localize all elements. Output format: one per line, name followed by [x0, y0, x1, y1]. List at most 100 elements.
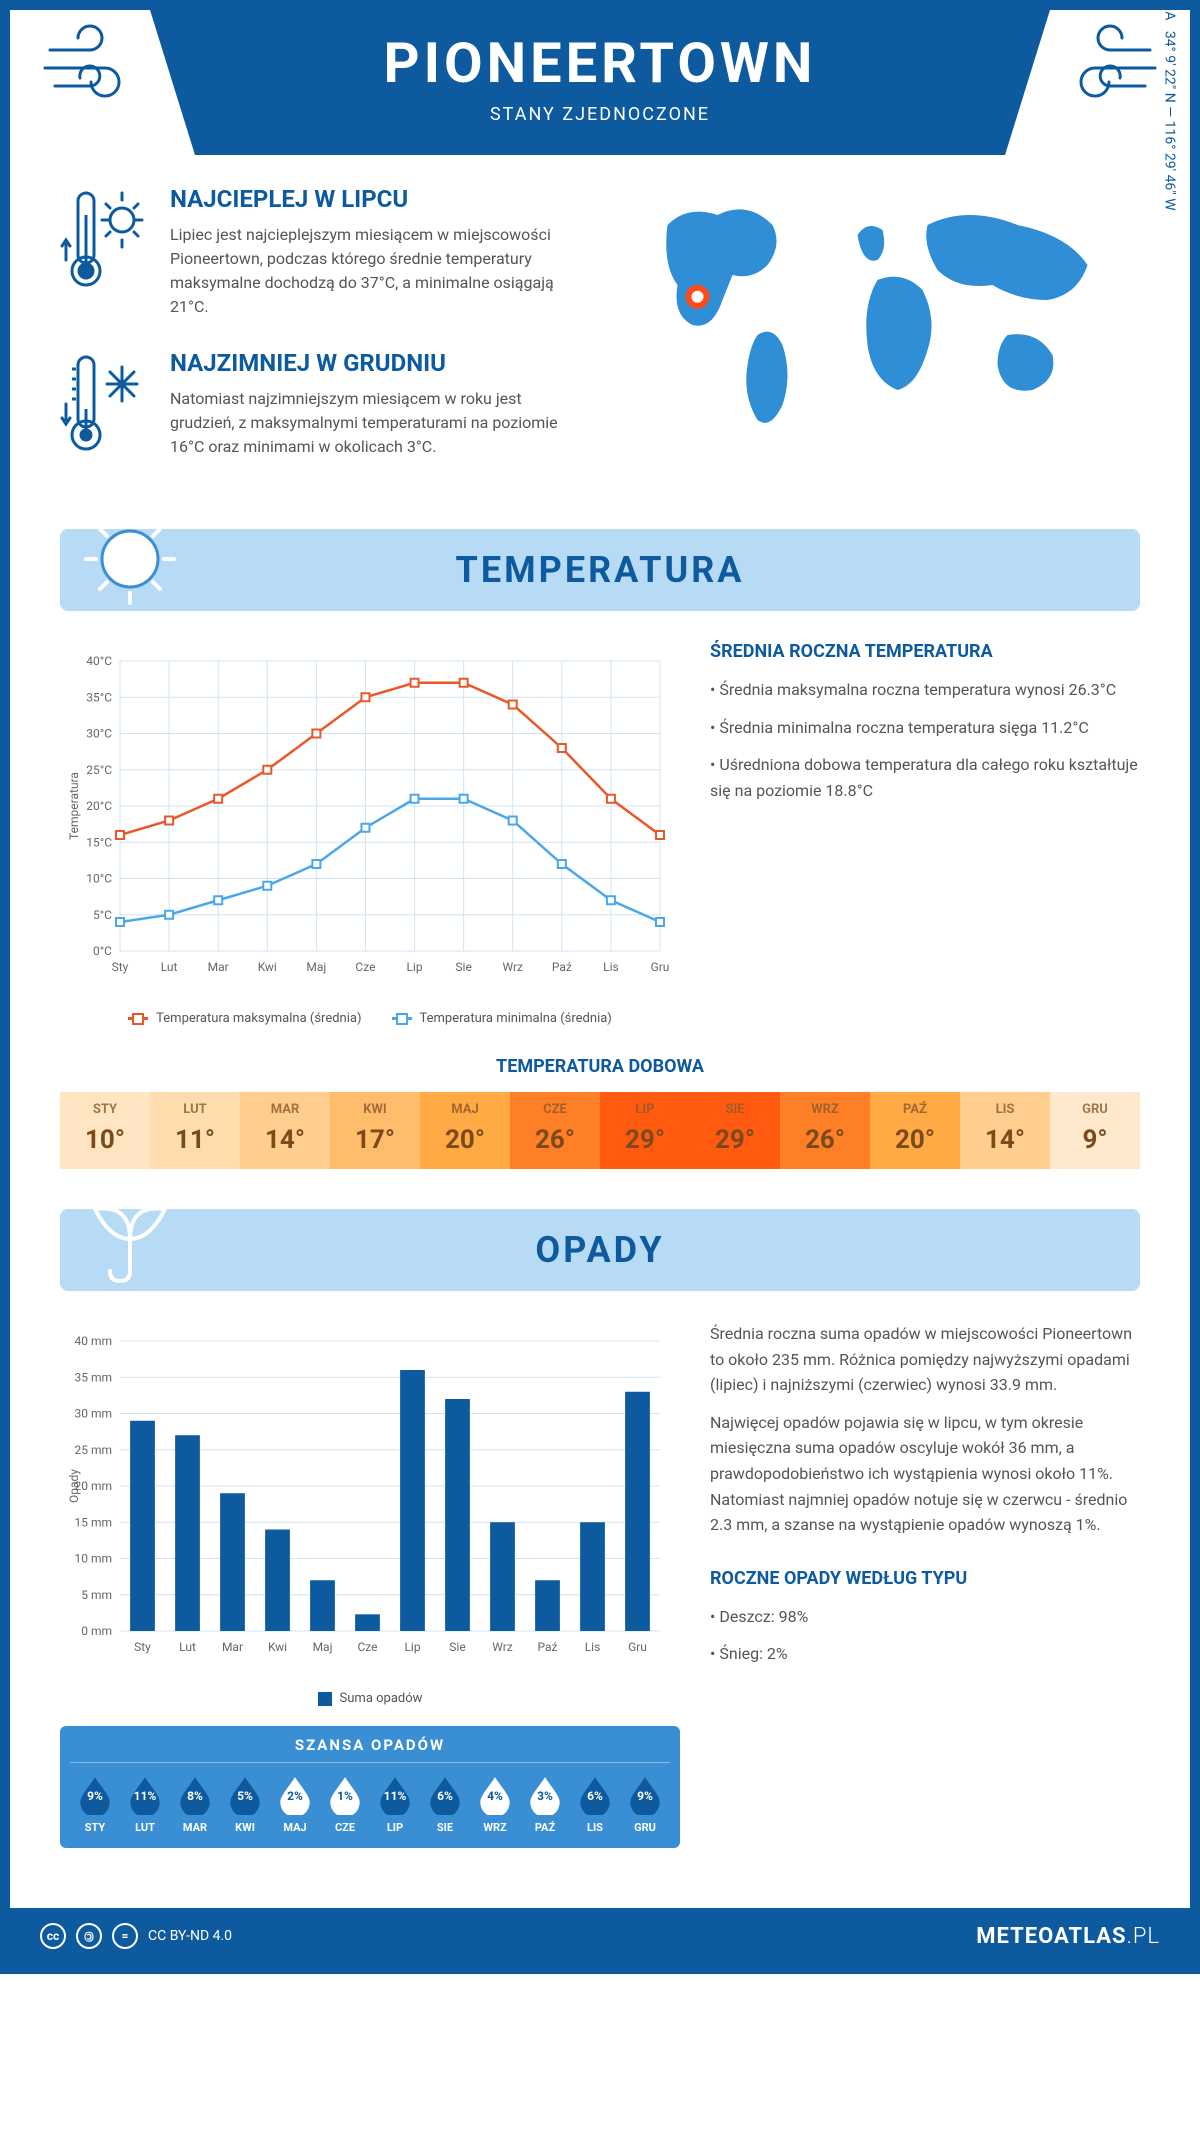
averages-title: ŚREDNIA ROCZNA TEMPERATURA — [710, 641, 1140, 662]
coldest-text: Natomiast najzimniejszym miesiącem w rok… — [170, 387, 585, 459]
svg-text:Cze: Cze — [357, 1640, 377, 1654]
svg-text:Maj: Maj — [306, 960, 326, 974]
precipitation-banner: OPADY — [60, 1209, 1140, 1291]
coldest-title: NAJZIMNIEJ W GRUDNIU — [170, 349, 585, 377]
svg-text:Sty: Sty — [112, 960, 129, 974]
coordinates-label: KALIFORNIA 34° 9' 22" N — 116° 29' 46" W — [1162, 0, 1178, 211]
rain-legend-label: Suma opadów — [340, 1691, 423, 1706]
warmest-fact: NAJCIEPLEJ W LIPCU Lipiec jest najcieple… — [60, 185, 585, 319]
svg-text:Wrz: Wrz — [492, 1640, 513, 1654]
svg-text:Lut: Lut — [161, 960, 178, 974]
thermometer-sun-icon — [60, 185, 150, 319]
svg-text:Cze: Cze — [355, 960, 375, 974]
legend-item: Temperatura minimalna (średnia) — [392, 1011, 612, 1026]
svg-text:Lip: Lip — [404, 1640, 420, 1654]
precipitation-title: OPADY — [80, 1229, 1120, 1271]
precipitation-text: Średnia roczna suma opadów w miejscowośc… — [710, 1321, 1140, 1848]
temp-cell: GRU9° — [1050, 1092, 1140, 1169]
thermometer-snow-icon — [60, 349, 150, 459]
temp-cell: CZE26° — [510, 1092, 600, 1169]
temp-cell: MAJ20° — [420, 1092, 510, 1169]
temp-cell: LIS14° — [960, 1092, 1050, 1169]
by-icon: 🄯 — [76, 1923, 102, 1949]
svg-text:Lip: Lip — [406, 960, 422, 974]
precip-type-item: • Śnieg: 2% — [710, 1641, 1140, 1667]
footer: cc 🄯 = CC BY-ND 4.0 METEOATLAS.PL — [10, 1908, 1190, 1964]
svg-text:Gru: Gru — [651, 960, 670, 974]
svg-text:Lut: Lut — [179, 1640, 196, 1654]
temp-cell: LIP29° — [600, 1092, 690, 1169]
temperature-averages: ŚREDNIA ROCZNA TEMPERATURA • Średnia mak… — [710, 641, 1140, 1026]
rain-chance-panel: SZANSA OPADÓW 9%STY11%LUT8%MAR5%KWI2%MAJ… — [60, 1726, 680, 1848]
svg-text:Sie: Sie — [455, 960, 471, 974]
svg-text:Kwi: Kwi — [258, 960, 277, 974]
svg-text:40°C: 40°C — [86, 654, 112, 668]
svg-text:5°C: 5°C — [93, 908, 112, 922]
rain-chance-cell: 9%GRU — [620, 1773, 670, 1834]
rain-chance-cell: 11%LUT — [120, 1773, 170, 1834]
svg-text:10 mm: 10 mm — [74, 1552, 112, 1566]
rain-chance-cell: 8%MAR — [170, 1773, 220, 1834]
svg-text:Gru: Gru — [628, 1640, 647, 1654]
nd-icon: = — [112, 1923, 138, 1949]
coldest-fact: NAJZIMNIEJ W GRUDNIU Natomiast najzimnie… — [60, 349, 585, 459]
temperature-banner: TEMPERATURA — [60, 529, 1140, 611]
svg-text:Wrz: Wrz — [502, 960, 523, 974]
rain-chance-cell: 3%PAŹ — [520, 1773, 570, 1834]
svg-text:5 mm: 5 mm — [81, 1588, 112, 1602]
wind-icon-left — [40, 20, 150, 110]
warmest-text: Lipiec jest najcieplejszym miesiącem w m… — [170, 223, 585, 319]
svg-text:0°C: 0°C — [93, 944, 112, 958]
world-map — [615, 185, 1140, 445]
svg-text:Sie: Sie — [449, 1640, 465, 1654]
site-brand: METEOATLAS.PL — [976, 1924, 1160, 1949]
header-row: PIONEERTOWN STANY ZJEDNOCZONE — [10, 10, 1190, 155]
wind-icon-right — [1050, 20, 1160, 110]
svg-text:30°C: 30°C — [86, 727, 112, 741]
title-banner: PIONEERTOWN STANY ZJEDNOCZONE — [150, 10, 1050, 155]
rain-chance-cell: 1%CZE — [320, 1773, 370, 1834]
city-title: PIONEERTOWN — [190, 30, 1010, 96]
precip-types-title: ROCZNE OPADY WEDŁUG TYPU — [710, 1568, 1140, 1589]
svg-text:20°C: 20°C — [86, 799, 112, 813]
intro-row: NAJCIEPLEJ W LIPCU Lipiec jest najcieple… — [60, 185, 1140, 489]
license-text: CC BY-ND 4.0 — [148, 1928, 232, 1944]
sun-icon — [80, 509, 180, 609]
temp-cell: PAŹ20° — [870, 1092, 960, 1169]
svg-text:Opady: Opady — [67, 1469, 81, 1503]
svg-text:0 mm: 0 mm — [81, 1624, 112, 1638]
country-subtitle: STANY ZJEDNOCZONE — [190, 104, 1010, 125]
svg-text:Temperatura: Temperatura — [67, 772, 81, 840]
temperature-line-chart: 0°C5°C10°C15°C20°C25°C30°C35°C40°CStyLut… — [60, 641, 680, 1026]
svg-text:Lis: Lis — [603, 960, 619, 974]
temp-cell: MAR14° — [240, 1092, 330, 1169]
umbrella-icon — [80, 1189, 180, 1289]
rain-chance-cell: 6%LIS — [570, 1773, 620, 1834]
svg-text:Mar: Mar — [222, 1640, 243, 1654]
svg-text:25 mm: 25 mm — [74, 1443, 112, 1457]
svg-text:15 mm: 15 mm — [74, 1515, 112, 1529]
temp-cell: LUT11° — [150, 1092, 240, 1169]
temp-cell: STY10° — [60, 1092, 150, 1169]
temp-cell: KWI17° — [330, 1092, 420, 1169]
rain-chance-cell: 4%WRZ — [470, 1773, 520, 1834]
svg-text:35°C: 35°C — [86, 690, 112, 704]
svg-text:30 mm: 30 mm — [74, 1407, 112, 1421]
svg-text:25°C: 25°C — [86, 763, 112, 777]
precip-p2: Najwięcej opadów pojawia się w lipcu, w … — [710, 1410, 1140, 1538]
precip-p1: Średnia roczna suma opadów w miejscowośc… — [710, 1321, 1140, 1398]
rain-chance-title: SZANSA OPADÓW — [70, 1736, 670, 1763]
rain-chance-cell: 9%STY — [70, 1773, 120, 1834]
svg-text:10°C: 10°C — [86, 872, 112, 886]
warmest-title: NAJCIEPLEJ W LIPCU — [170, 185, 585, 213]
average-item: • Uśredniona dobowa temperatura dla całe… — [710, 752, 1140, 803]
daily-temp-title: TEMPERATURA DOBOWA — [60, 1056, 1140, 1077]
cc-icon: cc — [40, 1923, 66, 1949]
svg-text:Lis: Lis — [585, 1640, 601, 1654]
svg-text:Maj: Maj — [313, 1640, 333, 1654]
temp-cell: WRZ26° — [780, 1092, 870, 1169]
svg-text:Paź: Paź — [538, 1640, 558, 1654]
svg-text:Kwi: Kwi — [268, 1640, 287, 1654]
temperature-title: TEMPERATURA — [80, 549, 1120, 591]
precip-type-item: • Deszcz: 98% — [710, 1604, 1140, 1630]
